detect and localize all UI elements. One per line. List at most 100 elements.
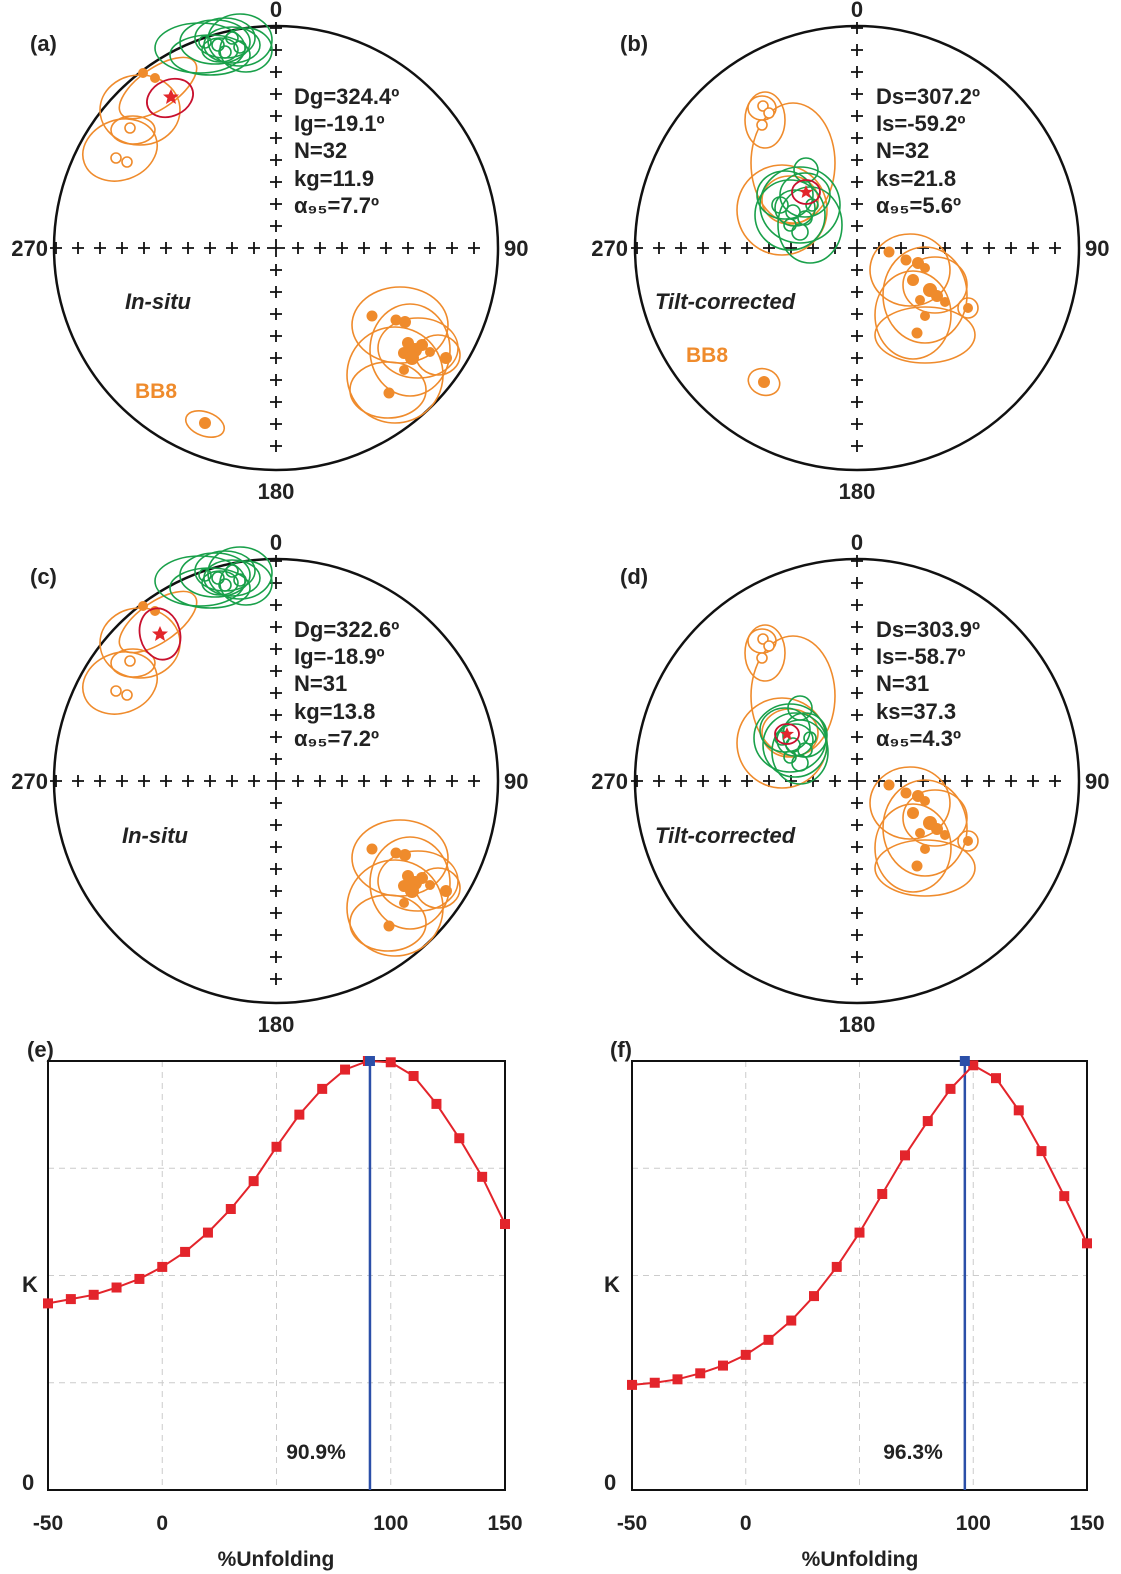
data-point-marker	[271, 1141, 282, 1152]
data-point-marker	[627, 1379, 637, 1390]
orange-circles	[82, 590, 461, 957]
mean-direction-star	[780, 727, 794, 740]
stereonet-d: (d) 0 90 180 270 Ds=303.9º Is=-58.7º N=3…	[591, 530, 1109, 1037]
stat-declination: Ds=303.9º	[876, 617, 980, 642]
x-tick-label: 150	[487, 1512, 522, 1535]
data-point-marker	[88, 1289, 99, 1300]
panel-letter: (a)	[30, 31, 57, 56]
data-point-marker	[740, 1349, 751, 1360]
north-label: 0	[270, 0, 282, 22]
west-label: 270	[11, 769, 48, 794]
orange-dots	[138, 68, 452, 429]
south-label: 180	[839, 479, 876, 504]
orange-open-circles	[110, 122, 136, 168]
data-point-marker	[477, 1171, 488, 1182]
peak-label: 90.9%	[286, 1441, 346, 1464]
mean-direction-star	[152, 626, 168, 641]
data-point-marker	[854, 1227, 865, 1238]
stat-declination: Dg=322.6º	[294, 617, 399, 642]
data-point-marker	[43, 1298, 53, 1309]
stat-kappa: kg=13.8	[294, 699, 375, 724]
panel-letter: (d)	[620, 564, 648, 589]
orange-dots	[883, 779, 973, 872]
data-point-marker	[1082, 1238, 1092, 1249]
panel-letter: (f)	[610, 1037, 632, 1062]
data-point-marker	[1036, 1146, 1047, 1157]
stat-kappa: ks=37.3	[876, 699, 956, 724]
stereonet-crosses	[50, 555, 480, 985]
orange-circles	[736, 91, 979, 397]
stereonet-crosses	[631, 22, 1061, 452]
data-point-marker	[649, 1377, 660, 1388]
x-axis-title: %Unfolding	[218, 1548, 335, 1571]
east-label: 90	[504, 769, 528, 794]
stereonet-b: (b) 0 90 180 270 Ds=307.2º Is=-59.2º N=3…	[591, 0, 1109, 504]
north-label: 0	[851, 530, 863, 555]
data-point-marker	[900, 1150, 910, 1161]
orange-dots	[138, 601, 452, 932]
mean-direction-star	[163, 89, 179, 104]
x-tick-label: 0	[740, 1512, 752, 1535]
panel-letter: (b)	[620, 31, 648, 56]
y-axis-label: K	[604, 1272, 620, 1297]
mean-confidence-ellipse	[791, 179, 821, 205]
data-point-marker	[225, 1204, 236, 1215]
stereonet-crosses	[50, 22, 480, 452]
green-circles	[154, 546, 273, 609]
data-point-marker	[1059, 1191, 1070, 1202]
data-point-marker	[672, 1374, 683, 1385]
data-point-marker	[454, 1133, 465, 1144]
green-circles	[754, 157, 843, 264]
stat-alpha95: α₉₅=5.6º	[876, 193, 961, 218]
data-point-marker	[718, 1360, 728, 1371]
stereonet-crosses	[631, 555, 1061, 985]
peak-marker	[364, 1056, 375, 1066]
data-point-marker	[202, 1227, 213, 1238]
data-point-marker	[500, 1219, 510, 1230]
south-label: 180	[839, 1012, 876, 1037]
plot-frame	[631, 1060, 1088, 1491]
peak-marker	[959, 1056, 970, 1066]
x-tick-label: -50	[33, 1512, 63, 1535]
grid-lines	[48, 1061, 505, 1490]
plot-frame	[47, 1060, 506, 1491]
east-label: 90	[1085, 236, 1109, 261]
data-point-marker	[65, 1294, 76, 1305]
stat-declination: Ds=307.2º	[876, 84, 980, 109]
panel-letter: (c)	[30, 564, 57, 589]
data-point-marker	[248, 1176, 259, 1187]
x-tick-label: -50	[617, 1512, 647, 1535]
mean-direction-star	[799, 185, 813, 198]
stat-kappa: ks=21.8	[876, 166, 956, 191]
x-tick-labels: -50 0 100 150	[617, 1512, 1105, 1535]
data-point-marker	[157, 1261, 168, 1272]
north-label: 0	[851, 0, 863, 22]
x-tick-label: 0	[156, 1512, 168, 1535]
y-zero-label: 0	[604, 1470, 616, 1495]
stat-inclination: Is=-58.7º	[876, 644, 965, 669]
stat-kappa: kg=11.9	[294, 166, 374, 191]
stat-n: N=31	[876, 671, 929, 696]
data-point-marker	[431, 1098, 442, 1109]
x-tick-label: 100	[373, 1512, 408, 1535]
stat-alpha95: α₉₅=7.7º	[294, 193, 379, 218]
grid-lines	[632, 1061, 1087, 1490]
series-markers	[627, 1060, 1092, 1390]
data-point-marker	[340, 1064, 351, 1075]
stat-n: N=31	[294, 671, 347, 696]
site-label: BB8	[686, 344, 728, 367]
mode-label: In-situ	[125, 289, 192, 314]
mean-confidence-ellipse	[774, 723, 800, 745]
x-tick-label: 100	[956, 1512, 991, 1535]
data-point-marker	[1013, 1105, 1024, 1116]
south-label: 180	[258, 1012, 295, 1037]
site-label: BB8	[135, 380, 177, 403]
stat-inclination: Ig=-19.1º	[294, 111, 385, 136]
data-point-marker	[831, 1261, 842, 1272]
stat-alpha95: α₉₅=7.2º	[294, 726, 379, 751]
y-zero-label: 0	[22, 1470, 34, 1495]
mean-confidence-ellipse	[138, 607, 182, 661]
data-point-marker	[385, 1057, 396, 1068]
green-circles	[154, 13, 273, 76]
